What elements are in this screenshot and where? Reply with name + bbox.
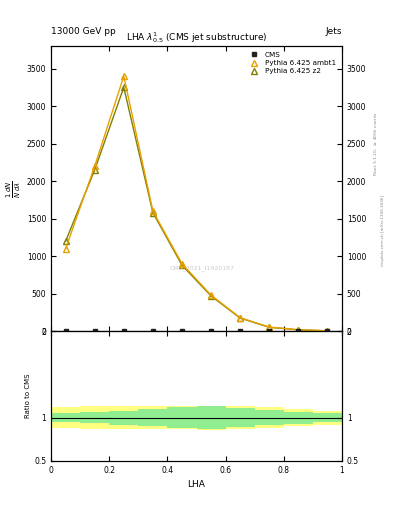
Pythia 6.425 z2 [121,84,126,91]
Pythia 6.425 z2 [209,293,213,299]
Text: 13000 GeV pp: 13000 GeV pp [51,27,116,36]
Line: Pythia 6.425 ambt1: Pythia 6.425 ambt1 [63,73,330,334]
Pythia 6.425 ambt1 [238,314,242,321]
Text: Rivet 3.1.10, $\geq$ 400k events: Rivet 3.1.10, $\geq$ 400k events [372,111,379,176]
Pythia 6.425 ambt1 [63,246,68,252]
Pythia 6.425 z2 [63,238,68,244]
Pythia 6.425 ambt1 [267,324,272,330]
X-axis label: LHA: LHA [187,480,206,489]
CMS [296,328,301,334]
Pythia 6.425 ambt1 [92,163,97,169]
Pythia 6.425 z2 [151,209,155,216]
Pythia 6.425 ambt1 [296,327,301,333]
Y-axis label: Ratio to CMS: Ratio to CMS [25,374,31,418]
Line: Pythia 6.425 z2: Pythia 6.425 z2 [63,84,330,334]
Pythia 6.425 z2 [238,315,242,321]
CMS [180,328,184,334]
Pythia 6.425 z2 [267,324,272,330]
CMS [267,328,272,334]
Y-axis label: $\frac{1}{N}\frac{dN}{d\lambda}$: $\frac{1}{N}\frac{dN}{d\lambda}$ [4,180,22,198]
Pythia 6.425 ambt1 [151,208,155,214]
CMS [325,328,330,334]
Text: Jets: Jets [325,27,342,36]
Pythia 6.425 ambt1 [209,292,213,298]
Pythia 6.425 ambt1 [180,261,184,267]
Pythia 6.425 z2 [296,327,301,333]
Pythia 6.425 z2 [92,167,97,173]
Pythia 6.425 ambt1 [325,328,330,334]
Title: LHA $\lambda^{1}_{0.5}$ (CMS jet substructure): LHA $\lambda^{1}_{0.5}$ (CMS jet substru… [126,30,267,45]
Pythia 6.425 z2 [325,328,330,334]
Pythia 6.425 ambt1 [121,73,126,79]
CMS [63,328,68,334]
Text: mcplots.cern.ch [arXiv:1306.3436]: mcplots.cern.ch [arXiv:1306.3436] [381,195,385,266]
CMS [92,328,97,334]
Line: CMS: CMS [63,329,330,334]
CMS [238,328,242,334]
CMS [209,328,213,334]
CMS [121,328,126,334]
CMS [151,328,155,334]
Pythia 6.425 z2 [180,262,184,268]
Text: CMS_2021_I1920187: CMS_2021_I1920187 [170,266,235,271]
Legend: CMS, Pythia 6.425 ambt1, Pythia 6.425 z2: CMS, Pythia 6.425 ambt1, Pythia 6.425 z2 [245,50,338,76]
